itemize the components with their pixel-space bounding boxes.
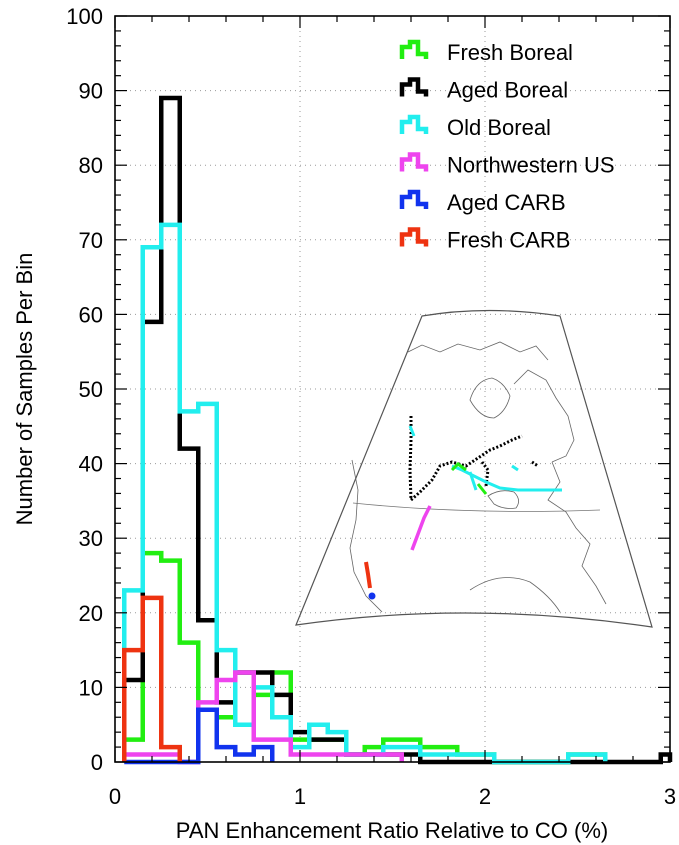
y-tick-label: 40 (79, 452, 103, 477)
map-coastline-hudson-bay (469, 377, 511, 419)
y-axis-title: Number of Samples Per Bin (12, 253, 37, 526)
map-frame (295, 309, 653, 628)
y-tick-label: 90 (79, 79, 103, 104)
inset-map (295, 309, 653, 628)
legend-label: Aged CARB (447, 190, 566, 215)
legend-swatch (399, 39, 429, 59)
y-tick-label: 10 (79, 675, 103, 700)
legend-swatch (399, 114, 429, 134)
map-coastline-east (547, 461, 607, 605)
x-tick-label: 2 (479, 784, 491, 809)
y-tick-label: 70 (79, 228, 103, 253)
flight-track-old-boreal (408, 425, 562, 492)
map-coastline-arctic (407, 341, 549, 361)
flight-track-fresh-boreal (450, 462, 488, 495)
map-graticule-line (352, 502, 601, 512)
legend-swatch (399, 189, 429, 209)
flight-track-aged-carb (368, 592, 376, 600)
y-tick-label: 0 (91, 750, 103, 775)
x-axis-title: PAN Enhancement Ratio Relative to CO (%) (176, 818, 608, 843)
y-tick-label: 30 (79, 526, 103, 551)
legend-label: Northwestern US (447, 153, 615, 178)
axis-ticks (114, 15, 671, 763)
legend-swatch (399, 152, 429, 172)
x-tick-label: 3 (664, 784, 676, 809)
legend-swatch (399, 77, 429, 97)
map-coastline-labrador (513, 369, 575, 463)
flight-track-fresh-carb (364, 561, 372, 589)
legend-label: Old Boreal (447, 115, 551, 140)
axis-tick-labels: 0 10 20 30 40 50 60 70 80 90 100 0 1 2 3 (66, 4, 676, 809)
x-tick-label: 0 (109, 784, 121, 809)
legend-label: Fresh CARB (447, 228, 570, 253)
map-coastline-great-lakes (487, 490, 519, 509)
legend-label: Fresh Boreal (447, 40, 573, 65)
map-coastline-west (349, 459, 383, 613)
y-tick-label: 80 (79, 153, 103, 178)
flight-track-northwestern-us (410, 505, 432, 551)
x-tick-label: 1 (294, 784, 306, 809)
y-tick-label: 100 (66, 4, 103, 29)
series-northwestern-us (122, 670, 404, 765)
y-tick-label: 60 (79, 302, 103, 327)
y-tick-label: 20 (79, 601, 103, 626)
legend-swatch (399, 227, 429, 247)
series-fresh-carb (122, 595, 182, 762)
map-coastline-gulf (469, 577, 561, 613)
legend: Fresh Boreal Aged Boreal Old Boreal Northwe… (399, 39, 615, 253)
y-tick-label: 50 (79, 377, 103, 402)
legend-label: Aged Boreal (447, 78, 568, 103)
